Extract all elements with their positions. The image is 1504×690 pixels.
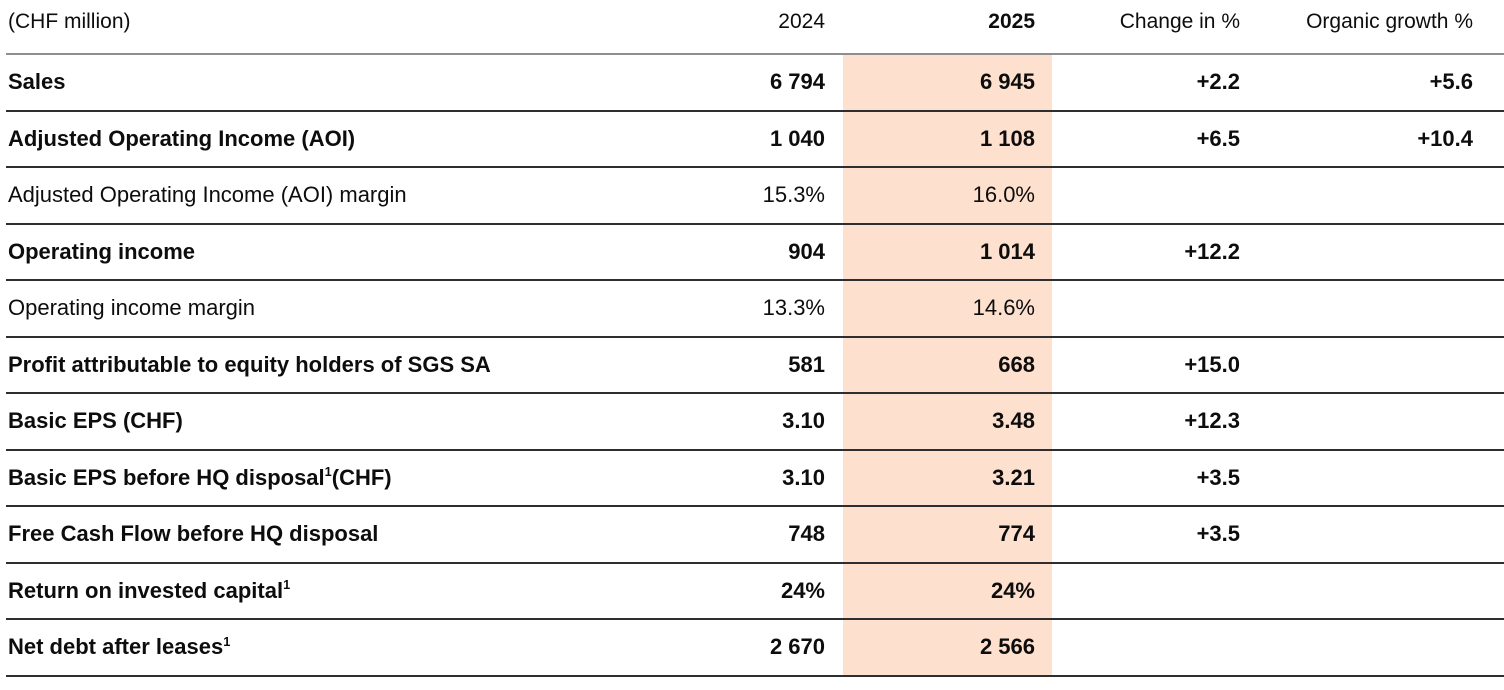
value-2024: 24% bbox=[780, 577, 825, 603]
row-label-text: Return on invested capital bbox=[8, 577, 284, 603]
value-organic-growth-percent bbox=[1250, 338, 1504, 393]
row-label: Return on invested capital 1 bbox=[8, 577, 291, 603]
table-row: Adjusted Operating Income (AOI) margin 1… bbox=[6, 168, 1504, 225]
table-row: Return on invested capital 1 24% 24% bbox=[6, 563, 1504, 620]
value-2024: 3.10 bbox=[782, 408, 825, 434]
value-2025-highlighted: 2 566 bbox=[843, 620, 1052, 675]
row-label: Basic EPS (CHF) bbox=[6, 394, 635, 449]
value-change-percent bbox=[1052, 168, 1250, 223]
value-2025-highlighted: 3.21 bbox=[843, 450, 1052, 505]
row-label: Adjusted Operating Income (AOI) bbox=[6, 112, 635, 167]
value-change-percent: +2.2 bbox=[1196, 69, 1240, 95]
row-label-text: Basic EPS (CHF) bbox=[8, 408, 183, 434]
value-2024: 904 bbox=[788, 238, 825, 264]
table-row: Sales 6 794 6 945 +2.2 +5.6 bbox=[6, 55, 1504, 112]
table-row: Operating income 904 1 014 +12.2 bbox=[6, 224, 1504, 281]
value-organic-growth-percent bbox=[1250, 620, 1504, 675]
value-change-percent: +6.5 bbox=[1196, 125, 1240, 151]
table-row: Adjusted Operating Income (AOI) 1 040 1 … bbox=[6, 111, 1504, 168]
value-change-percent: +12.2 bbox=[1184, 238, 1240, 264]
row-label: Basic EPS before HQ disposal 1 (CHF) bbox=[8, 464, 392, 490]
value-2025-highlighted: 6 945 bbox=[843, 55, 1052, 110]
value-2024: 3.10 bbox=[782, 464, 825, 490]
row-label-text: Profit attributable to equity holders of… bbox=[8, 351, 491, 377]
value-organic-growth-percent bbox=[1250, 564, 1504, 619]
value-change-percent: +3.5 bbox=[1196, 464, 1240, 490]
column-header-organic-growth: Organic growth % bbox=[1306, 9, 1473, 33]
row-label-text: Sales bbox=[8, 69, 66, 95]
value-change-percent bbox=[1052, 564, 1250, 619]
value-organic-growth-percent: +5.6 bbox=[1429, 69, 1473, 95]
value-organic-growth-percent bbox=[1250, 168, 1504, 223]
table-body: Sales 6 794 6 945 +2.2 +5.6 Adjusted Ope… bbox=[6, 55, 1504, 677]
value-2025-highlighted: 668 bbox=[843, 337, 1052, 392]
column-header-2024: 2024 bbox=[778, 9, 825, 33]
value-organic-growth-percent bbox=[1250, 451, 1504, 506]
row-label: Sales bbox=[6, 55, 635, 110]
row-label: Operating income bbox=[6, 225, 635, 280]
value-organic-growth-percent bbox=[1250, 225, 1504, 280]
column-header-change: Change in % bbox=[1119, 9, 1240, 33]
value-organic-growth-percent: +10.4 bbox=[1417, 125, 1473, 151]
financial-highlights-table: (CHF million) 2024 2025 Change in % Orga… bbox=[6, 0, 1504, 677]
row-label-text: Adjusted Operating Income (AOI) margin bbox=[8, 182, 407, 208]
value-2024: 6 794 bbox=[769, 69, 825, 95]
value-2025-highlighted: 1 108 bbox=[843, 111, 1052, 166]
row-label-text: Operating income margin bbox=[8, 295, 256, 321]
table-row: Free Cash Flow before HQ disposal 748 77… bbox=[6, 507, 1504, 564]
value-2024: 13.3% bbox=[762, 295, 825, 321]
value-2024: 2 670 bbox=[769, 634, 825, 660]
value-change-percent bbox=[1052, 281, 1250, 336]
value-2024: 15.3% bbox=[762, 182, 825, 208]
value-change-percent bbox=[1052, 620, 1250, 675]
value-change-percent: +12.3 bbox=[1184, 408, 1240, 434]
row-label-text: Basic EPS before HQ disposal bbox=[8, 464, 325, 490]
row-label: Adjusted Operating Income (AOI) margin bbox=[6, 168, 635, 223]
table-row: Basic EPS before HQ disposal 1 (CHF) 3.10… bbox=[6, 450, 1504, 507]
table-row: Operating income margin 13.3% 14.6% bbox=[6, 281, 1504, 338]
value-2024: 748 bbox=[788, 521, 825, 547]
row-label: Operating income margin bbox=[6, 281, 635, 336]
column-header-2025: 2025 bbox=[988, 9, 1035, 33]
value-organic-growth-percent bbox=[1250, 394, 1504, 449]
value-2025-highlighted: 16.0% bbox=[843, 168, 1052, 223]
row-label-text: Adjusted Operating Income (AOI) bbox=[8, 125, 356, 151]
value-2025-highlighted: 1 014 bbox=[843, 224, 1052, 279]
row-label-text: Net debt after leases bbox=[8, 634, 224, 660]
value-change-percent: +3.5 bbox=[1196, 521, 1240, 547]
row-label-text: Free Cash Flow before HQ disposal bbox=[8, 521, 379, 547]
row-label: Net debt after leases 1 bbox=[8, 633, 231, 660]
value-organic-growth-percent bbox=[1250, 507, 1504, 562]
value-change-percent: +15.0 bbox=[1184, 351, 1240, 377]
table-row: Net debt after leases 1 2 670 2 566 bbox=[6, 620, 1504, 677]
value-2024: 1 040 bbox=[769, 125, 825, 151]
table-header-row: (CHF million) 2024 2025 Change in % Orga… bbox=[6, 0, 1504, 55]
value-2025-highlighted: 3.48 bbox=[843, 394, 1052, 449]
row-label-text: Operating income bbox=[8, 238, 196, 264]
table-row: Profit attributable to equity holders of… bbox=[6, 337, 1504, 394]
value-2025-highlighted: 14.6% bbox=[843, 281, 1052, 336]
row-label: Free Cash Flow before HQ disposal bbox=[6, 507, 635, 562]
row-label-suffix: (CHF) bbox=[331, 464, 392, 490]
table-row: Basic EPS (CHF) 3.10 3.48 +12.3 bbox=[6, 394, 1504, 451]
value-2024: 581 bbox=[788, 351, 825, 377]
value-2025-highlighted: 24% bbox=[843, 563, 1052, 618]
unit-label: (CHF million) bbox=[8, 9, 131, 33]
value-2025-highlighted: 774 bbox=[843, 507, 1052, 562]
value-organic-growth-percent bbox=[1250, 281, 1504, 336]
row-label: Profit attributable to equity holders of… bbox=[6, 338, 635, 393]
